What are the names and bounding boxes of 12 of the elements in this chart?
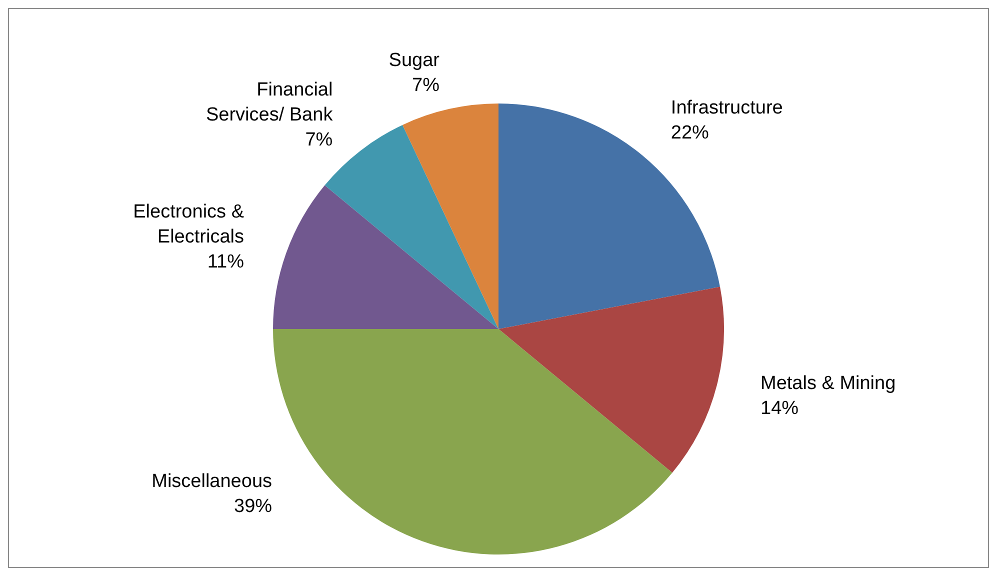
slice-label: Miscellaneous (152, 471, 272, 492)
data-label: 7% (305, 129, 333, 150)
data-label: 22% (670, 122, 710, 144)
slice-label: Sugar (388, 50, 440, 72)
slice-label: Infrastructure (670, 97, 783, 118)
data-label: 39% (234, 496, 272, 518)
data-label: 14% (760, 398, 799, 420)
slice-label: Metals & Mining (760, 373, 896, 394)
slice-label: Electronics & Electricals (133, 202, 244, 248)
data-label: 11% (207, 252, 244, 273)
slice-label: Financial Services/ Bank (206, 79, 334, 126)
data-label: 7% (412, 75, 440, 96)
